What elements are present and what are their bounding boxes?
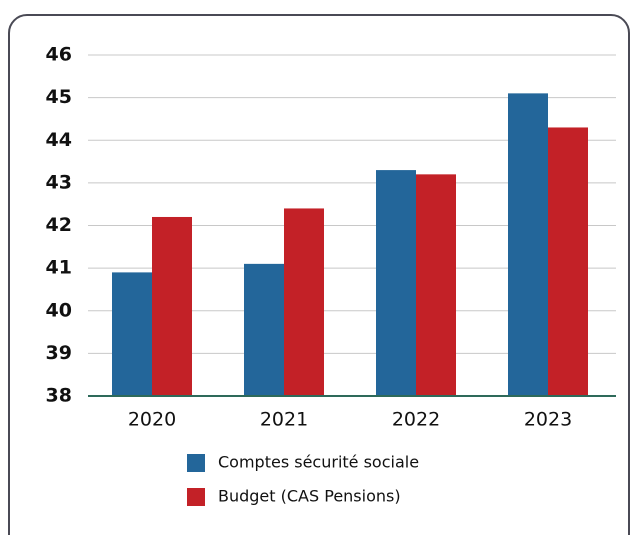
y-tick-label: 45 (46, 86, 72, 108)
legend-swatch (187, 454, 205, 472)
legend-label: Budget (CAS Pensions) (218, 487, 401, 506)
bar (548, 127, 588, 397)
y-tick-label: 38 (46, 385, 72, 407)
x-tick-label: 2023 (524, 409, 572, 431)
bar (244, 263, 284, 396)
y-tick-label: 39 (46, 342, 72, 364)
y-tick-label: 46 (46, 44, 72, 66)
x-tick-label: 2021 (260, 409, 308, 431)
y-tick-label: 40 (46, 299, 72, 321)
legend-label: Comptes sécurité sociale (218, 453, 419, 472)
y-tick-label: 42 (46, 214, 72, 236)
bar (284, 208, 324, 396)
bar (376, 170, 416, 396)
frame (8, 14, 630, 535)
y-tick-label: 44 (46, 129, 72, 151)
bar (416, 174, 456, 396)
legend-swatch (187, 488, 205, 506)
x-tick-label: 2020 (128, 409, 176, 431)
bar (508, 93, 548, 397)
y-tick-label: 41 (46, 257, 72, 279)
y-tick-label: 43 (46, 171, 72, 193)
x-tick-label: 2022 (392, 409, 440, 431)
bar (152, 216, 192, 396)
bar (112, 272, 152, 396)
